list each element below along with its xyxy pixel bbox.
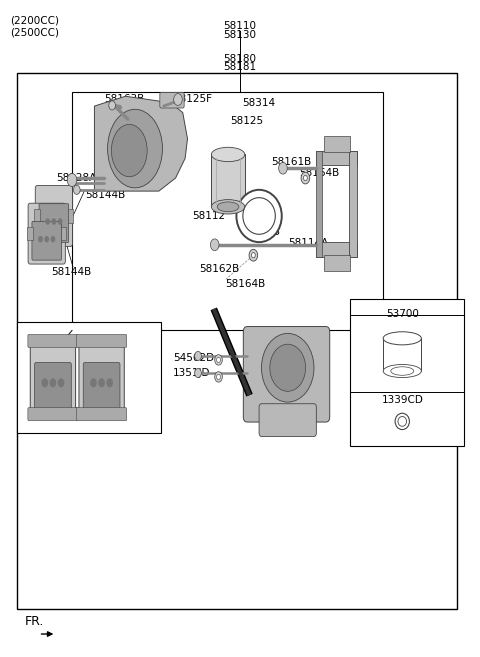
Bar <box>316 150 357 165</box>
Bar <box>383 338 421 371</box>
Text: 58144B: 58144B <box>51 267 92 277</box>
Text: 58163B: 58163B <box>104 95 144 104</box>
Circle shape <box>98 378 105 388</box>
Circle shape <box>301 172 310 184</box>
Circle shape <box>210 239 219 251</box>
Text: 58114A: 58114A <box>288 238 328 248</box>
Bar <box>316 150 322 256</box>
FancyBboxPatch shape <box>35 185 72 246</box>
Ellipse shape <box>391 367 414 375</box>
Bar <box>324 135 350 152</box>
Text: 58161B: 58161B <box>271 157 311 167</box>
Text: 58181: 58181 <box>223 62 257 72</box>
Circle shape <box>216 357 220 363</box>
FancyBboxPatch shape <box>83 363 120 409</box>
FancyBboxPatch shape <box>259 404 316 436</box>
FancyBboxPatch shape <box>76 334 127 348</box>
Ellipse shape <box>395 413 409 430</box>
FancyBboxPatch shape <box>35 363 72 409</box>
Ellipse shape <box>211 200 245 214</box>
Text: 58164B: 58164B <box>300 168 340 178</box>
FancyBboxPatch shape <box>28 407 78 420</box>
Text: 1351JD: 1351JD <box>173 368 211 378</box>
Circle shape <box>49 378 56 388</box>
Circle shape <box>303 175 307 181</box>
Circle shape <box>45 218 50 225</box>
Circle shape <box>73 185 80 194</box>
Text: 58164B: 58164B <box>226 279 266 290</box>
Circle shape <box>279 162 287 174</box>
Text: 58113: 58113 <box>247 227 280 237</box>
Text: 58128A: 58128A <box>56 173 96 183</box>
FancyBboxPatch shape <box>28 203 65 264</box>
Circle shape <box>38 236 43 242</box>
Bar <box>68 210 73 223</box>
Text: 58125: 58125 <box>230 116 264 126</box>
Bar <box>27 227 33 240</box>
Ellipse shape <box>262 333 314 402</box>
Ellipse shape <box>398 417 407 426</box>
Ellipse shape <box>383 332 421 345</box>
Text: 58101B: 58101B <box>65 407 105 417</box>
Ellipse shape <box>270 344 306 392</box>
Circle shape <box>252 252 255 258</box>
Circle shape <box>58 378 64 388</box>
Circle shape <box>195 369 201 378</box>
Circle shape <box>44 236 49 242</box>
FancyBboxPatch shape <box>39 204 69 242</box>
Bar <box>60 227 66 240</box>
Text: 58162B: 58162B <box>199 264 240 275</box>
FancyBboxPatch shape <box>32 221 61 260</box>
FancyBboxPatch shape <box>243 327 330 422</box>
Bar <box>316 242 357 256</box>
Ellipse shape <box>108 109 162 188</box>
Circle shape <box>90 378 97 388</box>
Text: FR.: FR. <box>24 615 44 628</box>
Bar <box>17 74 456 608</box>
Text: 58314: 58314 <box>242 98 276 108</box>
FancyBboxPatch shape <box>76 407 127 420</box>
Text: 1339CD: 1339CD <box>381 396 423 405</box>
Ellipse shape <box>243 198 276 235</box>
Circle shape <box>51 218 56 225</box>
Circle shape <box>50 236 55 242</box>
Text: 58110: 58110 <box>224 21 256 31</box>
Ellipse shape <box>237 190 282 242</box>
Circle shape <box>41 378 48 388</box>
Circle shape <box>195 351 201 361</box>
FancyBboxPatch shape <box>30 342 75 413</box>
Circle shape <box>107 378 113 388</box>
Circle shape <box>215 355 222 365</box>
Ellipse shape <box>217 202 239 212</box>
Bar <box>34 210 40 223</box>
Ellipse shape <box>383 365 421 378</box>
Ellipse shape <box>111 124 147 177</box>
FancyBboxPatch shape <box>160 93 184 108</box>
Text: 58125F: 58125F <box>173 95 212 104</box>
Circle shape <box>67 173 77 187</box>
Text: 58112: 58112 <box>192 211 226 221</box>
Bar <box>324 254 350 271</box>
FancyBboxPatch shape <box>28 334 78 348</box>
Text: 54562D: 54562D <box>173 353 214 363</box>
Text: 58130: 58130 <box>224 30 256 39</box>
Text: 58144B: 58144B <box>85 190 125 200</box>
Text: (2200CC)
(2500CC): (2200CC) (2500CC) <box>10 16 59 37</box>
FancyBboxPatch shape <box>79 342 124 413</box>
Ellipse shape <box>211 147 245 162</box>
Bar <box>350 299 464 446</box>
Bar <box>72 92 383 330</box>
Circle shape <box>109 101 116 110</box>
Circle shape <box>215 372 222 382</box>
Bar <box>211 154 245 207</box>
Circle shape <box>58 218 62 225</box>
Bar <box>17 322 161 433</box>
Bar <box>349 150 357 256</box>
Circle shape <box>249 250 258 261</box>
Circle shape <box>174 94 182 105</box>
Text: 53700: 53700 <box>386 309 419 319</box>
Polygon shape <box>95 97 188 191</box>
Circle shape <box>216 374 220 380</box>
Text: 58180: 58180 <box>224 54 256 64</box>
